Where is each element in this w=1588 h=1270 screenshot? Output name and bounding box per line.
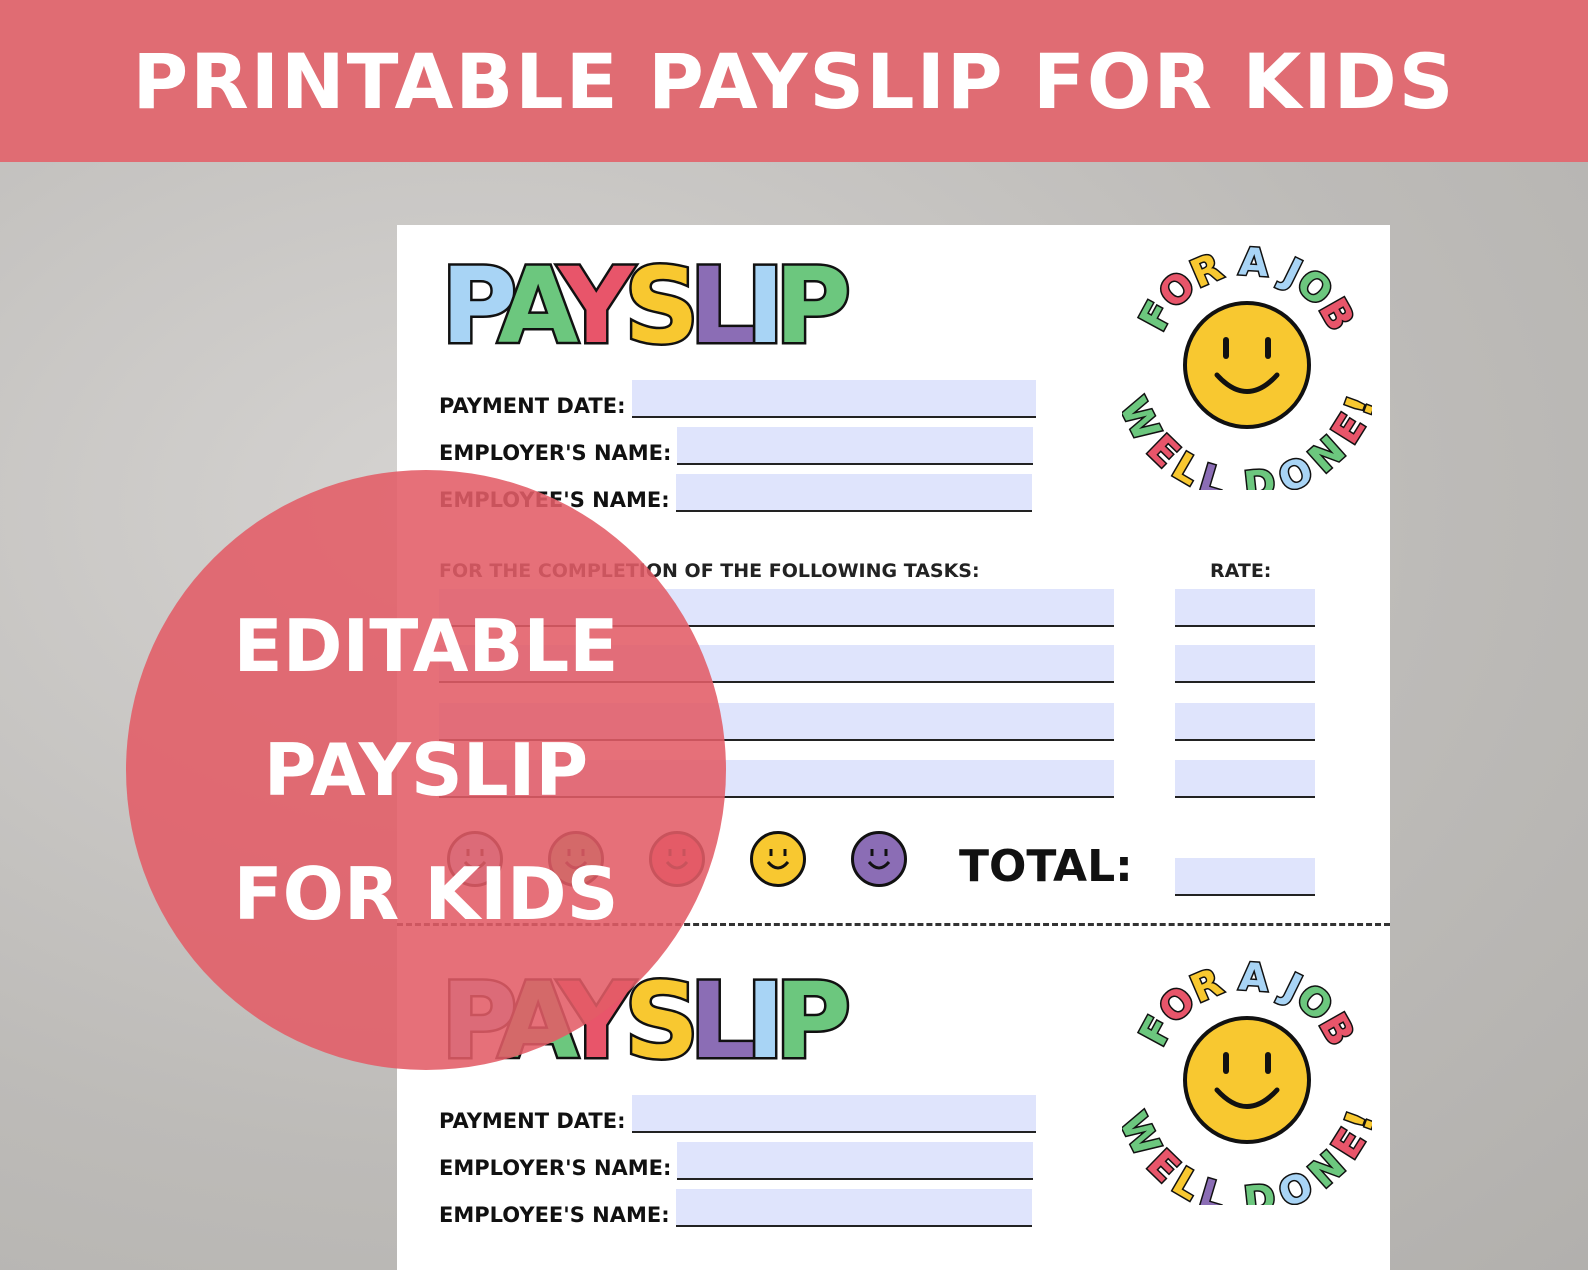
cut-line — [397, 923, 1390, 926]
banner-title: PRINTABLE PAYSLIP FOR KIDS — [132, 36, 1456, 126]
rate-input[interactable] — [1175, 760, 1315, 798]
rate-input[interactable] — [1175, 703, 1315, 741]
smiley-rating-icon[interactable] — [851, 831, 907, 887]
logo-letter: I — [746, 965, 785, 1075]
payslip-logo: PAYSLIP — [439, 250, 854, 360]
overlay-line: EDITABLE — [233, 604, 619, 688]
logo-letter: P — [775, 965, 851, 1075]
field-label: EMPLOYEE'S NAME: — [439, 1203, 670, 1227]
smiley-rating-icon[interactable] — [750, 831, 806, 887]
rate-input[interactable] — [1175, 589, 1315, 627]
payment-date-field-2[interactable]: PAYMENT DATE: — [439, 1095, 1036, 1133]
field-label: PAYMENT DATE: — [439, 1109, 626, 1133]
editable-overlay-circle: EDITABLE PAYSLIP FOR KIDS — [126, 470, 726, 1070]
logo-letter: A — [498, 250, 578, 360]
rate-heading: RATE: — [1210, 560, 1272, 582]
rate-input[interactable] — [1175, 645, 1315, 683]
smiley-face-icon — [1183, 1016, 1311, 1144]
field-label: EMPLOYER'S NAME: — [439, 1156, 672, 1180]
field-label: EMPLOYER'S NAME: — [439, 441, 672, 465]
logo-letter: S — [624, 250, 699, 360]
well-done-badge-2: FOR A JOBWELL DONE! — [1122, 955, 1372, 1205]
logo-letter: Y — [557, 250, 636, 360]
payment-date-field[interactable]: PAYMENT DATE: — [439, 380, 1036, 418]
top-banner: PRINTABLE PAYSLIP FOR KIDS — [0, 0, 1588, 162]
overlay-line: FOR KIDS — [233, 852, 619, 936]
employer-name-field-2[interactable]: EMPLOYER'S NAME: — [439, 1142, 1034, 1180]
logo-letter: L — [689, 250, 755, 360]
employee-name-field-2[interactable]: EMPLOYEE'S NAME: — [439, 1189, 1032, 1227]
smiley-face-icon — [1183, 301, 1311, 429]
employer-name-field[interactable]: EMPLOYER'S NAME: — [439, 427, 1034, 465]
logo-letter: P — [775, 250, 851, 360]
logo-letter: P — [441, 250, 513, 360]
logo-letter: I — [746, 250, 785, 360]
overlay-line: PAYSLIP — [263, 728, 589, 812]
total-input[interactable] — [1175, 858, 1315, 896]
total-label: TOTAL: — [959, 841, 1133, 892]
logo-letter: L — [689, 965, 755, 1075]
well-done-badge: FOR A JOBWELL DONE! — [1122, 240, 1372, 490]
svg-text:PAYSLIP: PAYSLIP — [441, 250, 851, 360]
field-label: PAYMENT DATE: — [439, 394, 626, 418]
